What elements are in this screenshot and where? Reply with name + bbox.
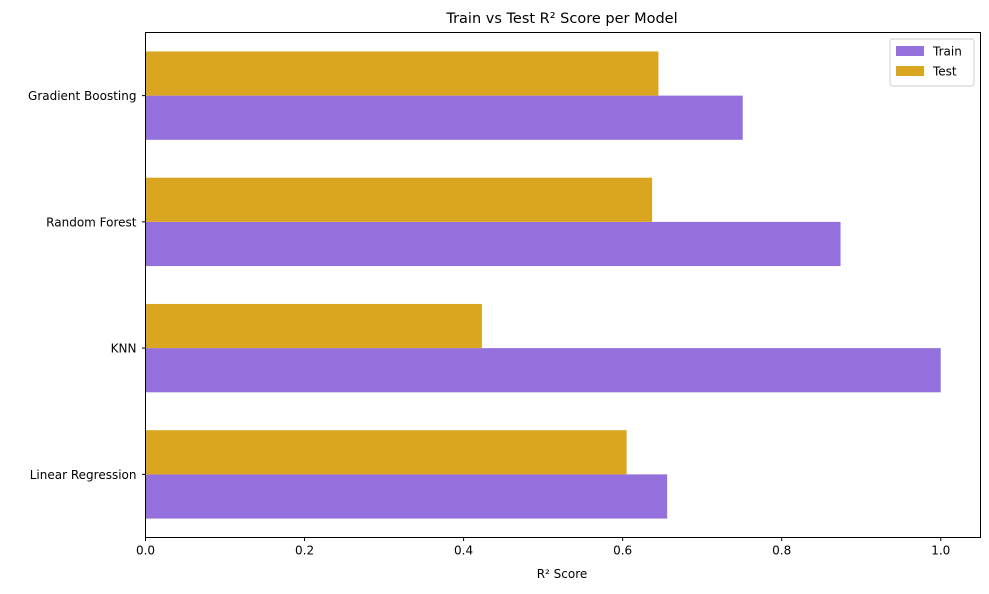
- y-tick-label: Gradient Boosting: [28, 89, 136, 103]
- legend-swatch-train: [896, 46, 924, 56]
- bar-test-linear-regression: [145, 430, 627, 475]
- y-tick-label: Linear Regression: [30, 468, 137, 482]
- bar-train-linear-regression: [145, 474, 668, 519]
- legend-label-train: Train: [932, 45, 962, 59]
- bar-test-knn: [145, 303, 482, 349]
- x-tick-label: 0.6: [613, 544, 632, 558]
- x-tick-label: 0.8: [772, 544, 791, 558]
- x-axis: 0.0 0.2 0.4 0.6 0.8 1.0: [136, 537, 950, 558]
- bar-test-gradient-boosting: [145, 51, 659, 96]
- y-tick-label: KNN: [111, 342, 137, 356]
- legend: Train Test: [889, 38, 975, 87]
- legend-label-test: Test: [932, 65, 957, 79]
- y-tick-label: Random Forest: [46, 215, 137, 229]
- x-axis-label: R² Score: [537, 567, 588, 581]
- x-tick-label: 1.0: [931, 544, 950, 558]
- bar-train-gradient-boosting: [145, 95, 743, 140]
- bar-test-random-forest: [145, 177, 653, 222]
- bar-train-random-forest: [145, 221, 841, 267]
- x-tick-label: 0.4: [454, 544, 473, 558]
- chart-title: Train vs Test R² Score per Model: [445, 11, 677, 27]
- plot-frame: [145, 32, 981, 538]
- bars-layer: [145, 51, 941, 519]
- bar-train-knn: [145, 348, 941, 393]
- legend-swatch-test: [896, 66, 924, 76]
- x-tick-label: 0.0: [136, 544, 155, 558]
- x-tick-label: 0.2: [295, 544, 314, 558]
- y-axis: Linear Regression KNN Random Forest Gradien…: [28, 89, 146, 482]
